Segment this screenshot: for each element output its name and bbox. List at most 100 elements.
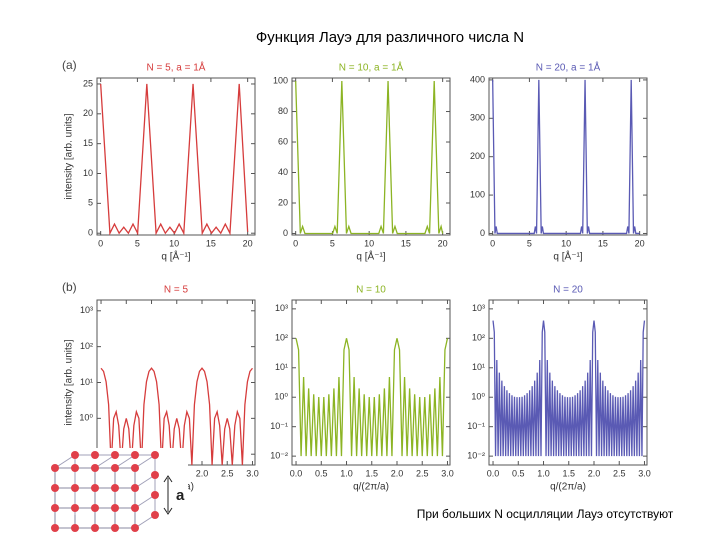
x-tick-label: 5 [135,238,140,248]
y-tick-label: 0 [88,228,93,238]
plot-frame [488,299,648,466]
y-tick-label: 0 [480,228,485,238]
slide-title: Функция Лауэ для различного числа N [256,29,524,46]
y-tick-label: 10² [80,341,93,351]
x-tick-label: 3.0 [246,468,259,478]
x-tick-label: 1.0 [340,468,353,478]
series-label: N = 20, a = 1Å [536,61,601,74]
panel-label: (b) [62,280,77,294]
data-line [295,338,449,457]
y-tick-label: 10³ [80,305,93,315]
x-tick-label: 0.5 [315,468,328,478]
x-tick-label: 15 [401,238,411,248]
y-tick-label: 10³ [275,303,288,313]
y-tick-label: 10⁰ [471,392,485,402]
y-tick-label: 10⁻¹ [270,421,288,431]
y-axis-label: intensity [arb. units] [64,113,75,199]
x-tick-label: 5 [527,238,532,248]
series-label: N = 5 [164,285,189,296]
x-tick-label: 0.0 [487,468,500,478]
y-tick-label: 300 [470,113,485,123]
y-tick-label: 100 [470,189,485,199]
x-tick-label: 2.5 [613,468,626,478]
x-tick-label: 2.5 [416,468,429,478]
x-tick-label: 1.5 [365,468,378,478]
y-tick-label: 10³ [472,303,485,313]
y-tick-label: 10⁻² [270,451,288,461]
y-tick-label: 10⁰ [79,413,93,423]
x-tick-label: 2.5 [221,468,234,478]
data-line [492,320,646,457]
series-label: N = 5, a = 1Å [147,61,206,74]
y-axis-label: intensity [arb. units] [64,339,75,425]
y-tick-label: 10⁻¹ [467,421,485,431]
x-tick-label: 3.0 [638,468,651,478]
x-tick-label: 2.0 [391,468,404,478]
y-tick-label: 15 [83,138,93,148]
x-axis-label: q [Å⁻¹] [161,250,190,263]
y-tick-label: 5 [88,198,93,208]
x-tick-label: 10 [364,238,374,248]
x-tick-label: 15 [598,238,608,248]
x-tick-label: 0.5 [512,468,525,478]
y-tick-label: 10¹ [472,362,485,372]
chart: 0.0 0.5 1.0 1.5 2.0 2.5 3.0 10⁻² 10⁻¹ 10⁰ 10¹ 10² 10… [270,285,453,493]
x-tick-label: 15 [206,238,216,248]
x-axis-label: q [Å⁻¹] [356,250,385,263]
y-tick-label: 80 [278,106,288,116]
crystal-arrow [163,475,173,515]
x-tick-label: 1.0 [537,468,550,478]
x-tick-label: 0.0 [290,468,303,478]
x-tick-label: 10 [169,238,179,248]
panel-label: (a) [62,58,77,72]
caption: При больших N осцилляции Лауэ отсутствую… [417,507,674,521]
x-tick-label: 5 [330,238,335,248]
y-tick-label: 400 [470,74,485,84]
y-tick-label: 10⁰ [274,392,288,402]
y-tick-label: 20 [83,108,93,118]
chart: 0.0 0.5 1.0 1.5 2.0 2.5 3.0 10⁻² 10⁻¹ 10⁰ 10¹ 10² 10… [467,285,650,493]
data-line [492,79,640,235]
x-axis-label: q/(2π/a) [550,482,586,493]
x-axis-label: q/(2π/a) [353,482,389,493]
y-tick-label: 100 [273,75,288,85]
x-tick-label: 20 [635,238,645,248]
x-tick-label: 0 [98,238,103,248]
data-line [295,81,444,235]
y-tick-label: 40 [278,167,288,177]
plot-frame [291,299,451,466]
x-tick-label: 1.5 [562,468,575,478]
y-tick-label: 60 [278,136,288,146]
chart: 0 5 10 15 20 0 5 10 15 20 25 N = 5, a = 1Å q [Å⁻¹] in… [62,58,256,263]
x-tick-label: 2.0 [588,468,601,478]
y-tick-label: 10² [275,333,288,343]
x-tick-label: 10 [561,238,571,248]
y-tick-label: 10² [472,333,485,343]
plot-frame [96,77,256,236]
data-line [100,83,249,235]
series-label: N = 10, a = 1Å [339,61,404,74]
x-tick-label: 20 [243,238,253,248]
x-axis-label: q [Å⁻¹] [553,250,582,263]
x-tick-label: 2.0 [196,468,209,478]
series-label: N = 20 [553,285,583,296]
crystal-atoms [51,451,159,532]
crystal-image: a [38,448,188,538]
crystal-label: a [176,487,185,504]
x-tick-label: 3.0 [441,468,454,478]
y-tick-label: 200 [470,151,485,161]
x-tick-label: 0 [490,238,495,248]
x-tick-label: 20 [438,238,448,248]
y-tick-label: 10 [83,168,93,178]
chart: 0 5 10 15 20 0 20 40 60 80 100 N = 10, a = 1Å q [Å⁻¹… [273,61,451,263]
y-tick-label: 0 [283,228,288,238]
y-tick-label: 10¹ [275,362,288,372]
y-tick-label: 10¹ [80,377,93,387]
x-tick-label: 0 [293,238,298,248]
y-tick-label: 20 [278,197,288,207]
series-label: N = 10 [356,285,386,296]
y-tick-label: 10⁻² [467,451,485,461]
data-line [100,367,253,465]
